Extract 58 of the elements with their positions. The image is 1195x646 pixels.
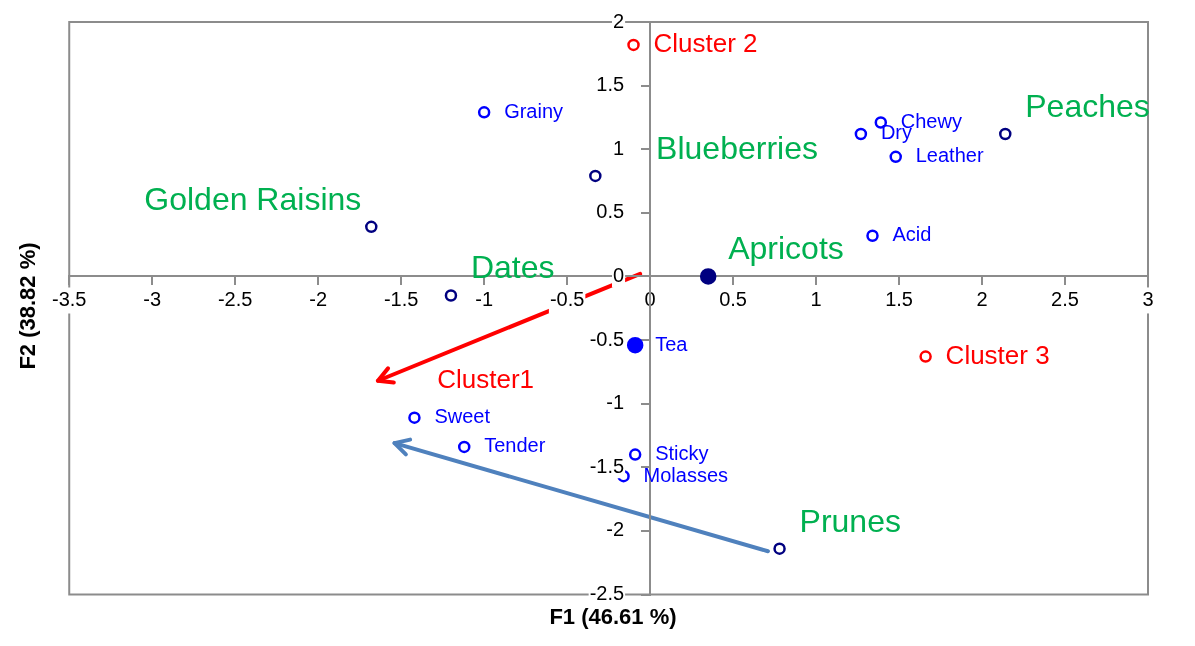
data-label: Peaches: [1025, 87, 1150, 124]
point: [589, 169, 602, 183]
point: [365, 220, 378, 234]
x-tick-label: -3: [143, 287, 162, 310]
data-label: Acid: [892, 223, 932, 246]
x-tick-label: 2.5: [1051, 287, 1079, 310]
x-tick-label: 1.5: [885, 287, 913, 310]
y-axis-title: F2 (38.82 %): [15, 242, 41, 370]
data-label: Tea: [655, 332, 689, 355]
data-label: Sweet: [434, 405, 491, 428]
x-tick-label: 0.5: [719, 287, 747, 310]
point: [999, 127, 1012, 141]
data-label: Grainy: [504, 99, 564, 122]
point: [457, 440, 471, 454]
point: [626, 336, 644, 354]
point: [699, 268, 717, 285]
data-label: Leather: [915, 144, 984, 167]
data-label: Cluster 2: [653, 28, 758, 59]
data-label: Sticky: [655, 442, 709, 465]
point: [889, 150, 902, 164]
point: [854, 127, 868, 141]
data-label: Cluster 3: [945, 339, 1050, 370]
y-tick-label: -2.5: [589, 582, 625, 605]
point: [477, 106, 491, 119]
point: [866, 229, 879, 242]
point: [444, 289, 458, 302]
y-tick-label: 1: [612, 136, 625, 159]
y-tick-label: 0: [612, 263, 625, 286]
x-tick-label: 3: [1142, 287, 1154, 310]
x-tick-label: -2.5: [217, 287, 253, 310]
data-label: Prunes: [799, 502, 901, 539]
y-tick-label: 0.5: [596, 200, 625, 223]
data-label: Tender: [484, 434, 546, 457]
point: [919, 350, 932, 363]
y-tick-label: -1: [606, 391, 625, 414]
data-label: Blueberries: [656, 129, 818, 166]
annotation: Cluster1: [437, 364, 535, 395]
x-tick-label: -0.5: [549, 287, 585, 310]
y-tick-label: -0.5: [589, 327, 625, 350]
point: [773, 542, 786, 555]
point: [408, 411, 421, 424]
x-tick-label: -3.5: [52, 287, 87, 310]
data-label: Molasses: [643, 463, 729, 486]
x-tick-label: 1: [810, 287, 822, 310]
x-tick-label: 2: [976, 287, 988, 310]
point: [627, 38, 640, 52]
data-label: Golden Raisins: [144, 180, 362, 217]
x-axis-title: F1 (46.61 %): [548, 604, 678, 630]
x-tick-label: -1.5: [383, 287, 419, 310]
point: [628, 448, 642, 461]
y-tick-label: 2: [612, 9, 625, 32]
x-tick-label: -1: [475, 287, 494, 310]
y-tick-label: 1.5: [596, 73, 625, 96]
x-tick-label: -2: [309, 287, 328, 310]
data-label: Apricots: [728, 230, 844, 267]
data-label: Dates: [470, 249, 555, 286]
y-tick-label: -1.5: [589, 454, 625, 477]
y-tick-label: -2: [606, 518, 625, 541]
